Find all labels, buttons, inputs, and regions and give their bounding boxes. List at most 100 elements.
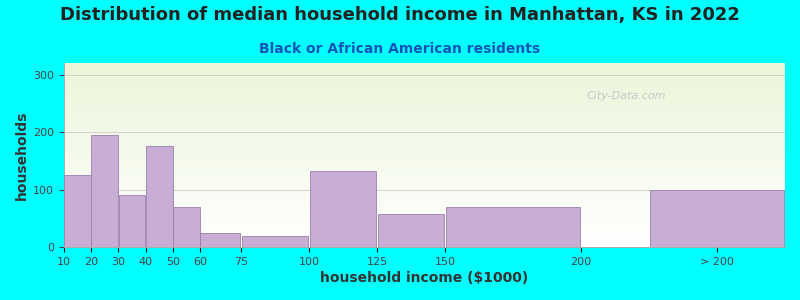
Bar	[64, 193, 785, 194]
Bar	[64, 166, 785, 167]
Bar	[64, 153, 785, 154]
Bar	[64, 102, 785, 103]
Bar	[64, 94, 785, 95]
Bar	[64, 101, 785, 102]
Bar	[64, 195, 785, 196]
Bar	[64, 107, 785, 108]
Bar	[64, 125, 785, 126]
Bar	[64, 79, 785, 80]
Bar	[64, 103, 785, 104]
Bar	[64, 246, 785, 247]
Bar	[64, 77, 785, 78]
Bar	[64, 206, 785, 207]
Bar	[64, 86, 785, 87]
Bar	[64, 228, 785, 229]
Bar	[64, 194, 785, 195]
Bar	[64, 71, 785, 72]
Bar	[64, 238, 785, 239]
Bar	[64, 65, 785, 66]
Bar	[64, 134, 785, 135]
Bar	[64, 114, 785, 115]
Bar	[64, 180, 785, 181]
Bar	[64, 198, 785, 199]
Bar	[64, 219, 785, 220]
Bar	[64, 243, 785, 244]
Bar	[64, 100, 785, 101]
Text: City-Data.com: City-Data.com	[586, 91, 666, 101]
Bar	[64, 84, 785, 85]
Bar	[64, 179, 785, 180]
Bar	[64, 160, 785, 161]
Bar	[64, 188, 785, 189]
Bar	[64, 98, 785, 99]
Bar	[64, 230, 785, 232]
Bar	[64, 119, 785, 120]
Bar	[64, 164, 785, 165]
Bar	[64, 68, 785, 69]
Bar	[64, 234, 785, 235]
Bar	[64, 210, 785, 211]
Bar	[64, 159, 785, 160]
Bar	[64, 66, 785, 67]
Bar	[64, 211, 785, 212]
Bar	[64, 76, 785, 77]
Bar	[64, 207, 785, 208]
Bar	[64, 117, 785, 118]
Bar	[64, 182, 785, 183]
Bar	[64, 177, 785, 178]
Bar	[378, 214, 444, 247]
Bar	[64, 224, 785, 225]
Bar	[64, 141, 785, 142]
Bar	[64, 172, 785, 173]
Bar	[64, 110, 785, 111]
X-axis label: household income ($1000): household income ($1000)	[320, 271, 529, 285]
Bar	[64, 163, 785, 164]
Bar	[64, 222, 785, 223]
Bar	[64, 208, 785, 209]
Bar	[64, 72, 785, 73]
Bar	[64, 196, 785, 197]
Bar	[64, 132, 785, 133]
Bar	[64, 158, 785, 159]
Bar	[64, 239, 785, 240]
Bar	[64, 168, 785, 169]
Bar	[64, 173, 785, 174]
Bar	[64, 148, 785, 149]
Bar	[64, 152, 785, 153]
Bar	[64, 74, 785, 75]
Bar	[64, 123, 785, 124]
Bar	[64, 191, 785, 192]
Bar	[64, 91, 785, 92]
Bar	[64, 209, 785, 210]
Bar	[64, 111, 785, 112]
Bar	[64, 70, 785, 71]
Bar	[64, 138, 785, 139]
Bar	[64, 235, 785, 236]
Bar	[64, 161, 785, 162]
Bar	[64, 80, 785, 81]
Bar	[64, 93, 785, 94]
Bar	[64, 236, 785, 237]
Bar	[64, 156, 785, 157]
Bar	[310, 171, 376, 247]
Bar	[64, 87, 785, 88]
Bar	[64, 115, 785, 116]
Bar	[64, 212, 785, 213]
Bar	[64, 124, 785, 125]
Bar	[64, 167, 785, 168]
Bar	[64, 129, 785, 130]
Bar	[64, 73, 785, 74]
Bar	[64, 78, 785, 79]
Bar	[64, 245, 785, 246]
Bar	[64, 63, 785, 64]
Bar	[64, 201, 785, 202]
Bar	[242, 236, 308, 247]
Bar	[64, 165, 785, 166]
Bar	[64, 213, 785, 214]
Bar	[64, 69, 785, 70]
Y-axis label: households: households	[15, 110, 29, 200]
Bar	[446, 207, 579, 247]
Bar	[64, 157, 785, 158]
Bar	[64, 192, 785, 193]
Bar	[64, 242, 785, 243]
